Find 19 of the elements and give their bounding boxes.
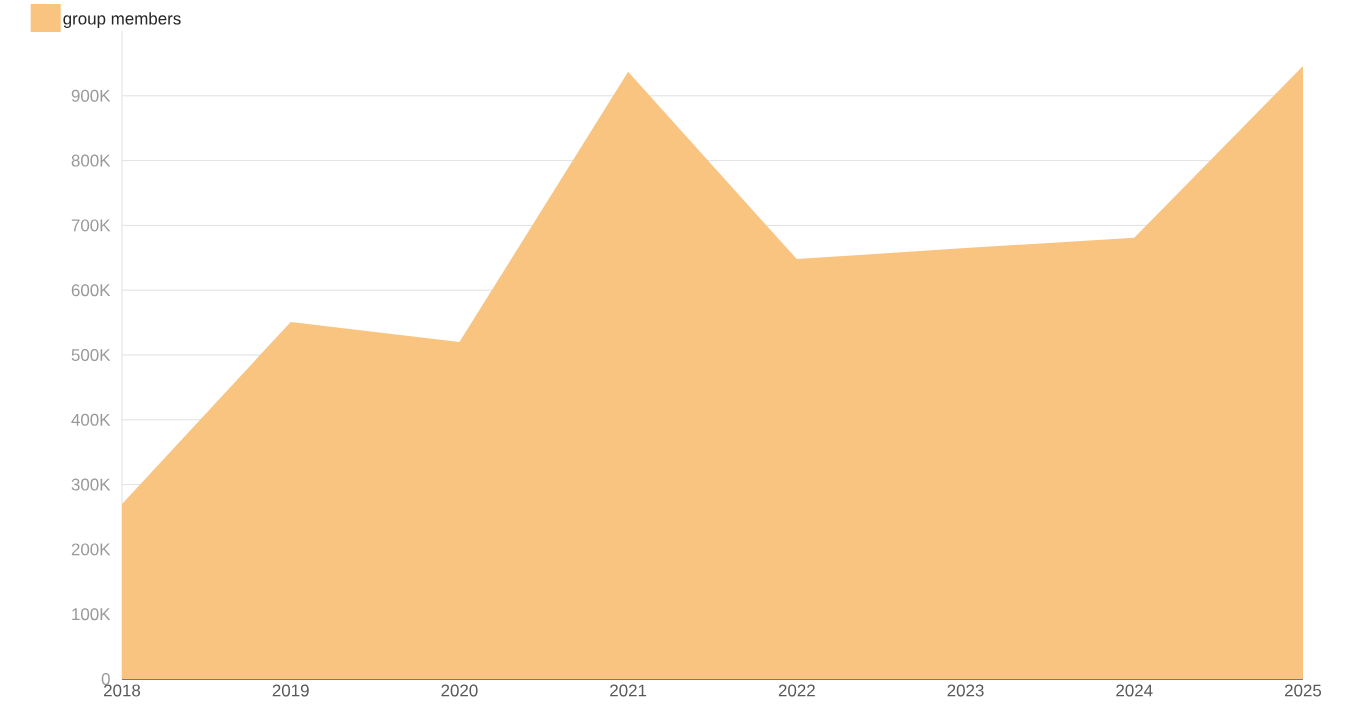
y-tick-label: 300K xyxy=(71,478,111,491)
y-tick-label: 200K xyxy=(71,543,111,556)
y-tick-label: 0 xyxy=(101,673,110,685)
x-tick-label: 2019 xyxy=(272,684,309,697)
y-tick-label: 400K xyxy=(71,413,111,426)
y-tick-label: 900K xyxy=(71,89,111,102)
y-tick-label: 800K xyxy=(71,154,111,167)
y-tick-label: 100K xyxy=(72,608,111,621)
x-tick-label: 2023 xyxy=(947,684,984,697)
legend-label: group members xyxy=(63,12,181,28)
x-tick-label: 2018 xyxy=(104,684,141,697)
x-tick-label: 2020 xyxy=(441,684,478,697)
x-tick-label: 2025 xyxy=(1285,684,1322,697)
y-tick-label: 600K xyxy=(71,284,111,297)
x-tick-label: 2024 xyxy=(1116,684,1153,697)
y-tick-label: 700K xyxy=(71,219,111,232)
x-tick-label: 2021 xyxy=(610,684,647,697)
y-tick-label: 500K xyxy=(71,349,111,361)
x-tick-label: 2022 xyxy=(778,684,815,697)
